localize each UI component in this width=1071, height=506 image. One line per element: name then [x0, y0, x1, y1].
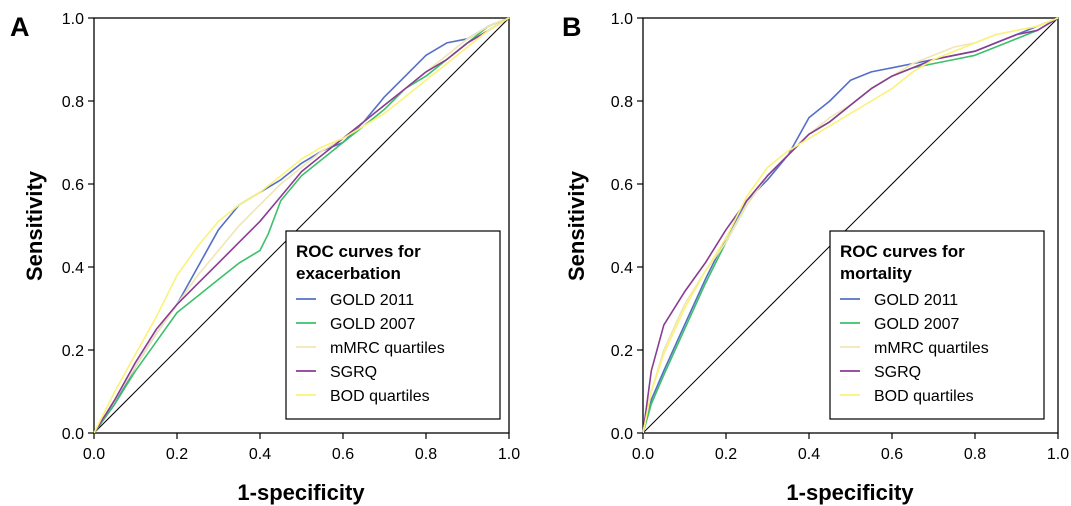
panel-b-y-tick-label: 1.0: [611, 11, 633, 28]
panel-a-x-tick-label: 1.0: [498, 446, 520, 463]
panel-b-legend-label-gold-2007: GOLD 2007: [874, 316, 959, 333]
panel-b-y-tick-label: 0.8: [611, 94, 633, 111]
panel-a-legend-title-line2: exacerbation: [296, 264, 401, 283]
panel-b-legend-label-sgrq: SGRQ: [874, 364, 921, 381]
panel-b-plot-frame: [642, 17, 1059, 434]
panel-a-reference-diagonal: [93, 17, 510, 434]
panel-b-legend-label-mmrc-quartiles: mMRC quartiles: [874, 340, 989, 357]
panel-a-curve-sgrq: [93, 17, 510, 434]
panel-b-x-tick-label: 1.0: [1047, 446, 1069, 463]
panel-a-y-tick-label: 0.4: [62, 260, 84, 277]
panel-a-curve-mmrc-quartiles: [93, 17, 510, 434]
panel-b-x-tick-label: 0.2: [715, 446, 737, 463]
panel-a-x-tick-label: 0.2: [166, 446, 188, 463]
panel-b-label: B: [562, 12, 582, 42]
panel-a-curve-gold-2007: [93, 17, 510, 434]
panel-b-x-axis-title: 1-specificity: [786, 480, 914, 505]
panel-a-x-tick-label: 0.6: [332, 446, 354, 463]
panel-b-x-tick-label: 0.6: [881, 446, 903, 463]
panel-a-x-tick-label: 0.0: [83, 446, 105, 463]
panel-b-y-tick-label: 0.6: [611, 177, 633, 194]
panel-b-roc-curves: [642, 17, 1059, 434]
panel-a-x-tick-label: 0.8: [415, 446, 437, 463]
panel-a-legend-label-bod-quartiles: BOD quartiles: [330, 388, 430, 405]
panel-b-x-tick-label: 0.0: [632, 446, 654, 463]
panel-a: A Sensitivity 1-specificity 0.0 0.2 0.4 0.6…: [10, 11, 520, 505]
panel-b-legend-title-line1: ROC curves for: [840, 242, 965, 261]
panel-b-y-tick-label: 0.4: [611, 260, 633, 277]
panel-a-legend: ROC curves for exacerbation GOLD 2011GOL…: [285, 230, 501, 420]
panel-b-axis-ticks: 0.0 0.2 0.4 0.6 0.8 1.0 0.0 0.2 0.4 0.6 0.8 1.0: [611, 11, 1069, 463]
panel-a-y-tick-label: 0.0: [62, 426, 84, 443]
panel-b-x-tick-label: 0.8: [964, 446, 986, 463]
panel-a-legend-box: [285, 230, 501, 420]
panel-a-y-axis-title: Sensitivity: [22, 170, 47, 281]
panel-b-legend-box: [829, 230, 1045, 420]
panel-a-y-tick-label: 1.0: [62, 11, 84, 28]
panel-a-legend-items: GOLD 2011 GOLD 2007 mMRC quartiles SGRQ BOD …: [296, 292, 445, 405]
panel-a-roc-curves: [93, 17, 510, 434]
panel-a-curve-bod-quartiles: [93, 17, 510, 434]
panel-a-y-tick-label: 0.2: [62, 343, 84, 360]
panel-a-legend-label-gold-2011: GOLD 2011: [330, 292, 414, 309]
panel-b-y-tick-label: 0.2: [611, 343, 633, 360]
panel-b-curve-sgrq: [642, 17, 1059, 434]
panel-b-legend-items: GOLD 2011 GOLD 2007 mMRC quartiles SGRQ BOD …: [840, 292, 989, 405]
panel-a-label: A: [10, 12, 30, 42]
panel-b: B Sensitivity 1-specificity 0.0 0.2 0.4 0.6…: [562, 11, 1069, 505]
panel-a-legend-title-line1: ROC curves for: [296, 242, 421, 261]
panel-b-legend-label-gold-2011: GOLD 2011: [874, 292, 958, 309]
panel-a-x-tick-label: 0.4: [249, 446, 271, 463]
panel-a-plot-frame: [93, 17, 510, 434]
panel-b-reference-diagonal: [642, 17, 1059, 434]
panel-b-y-tick-label: 0.0: [611, 426, 633, 443]
panel-a-y-tick-label: 0.6: [62, 177, 84, 194]
panel-a-legend-label-mmrc-quartiles: mMRC quartiles: [330, 340, 445, 357]
panel-b-legend-title-line2: mortality: [840, 264, 912, 283]
panel-a-axis-ticks: 0.0 0.2 0.4 0.6 0.8 1.0 0.0 0.2 0.4 0.6 0.8 1.0: [62, 11, 520, 463]
panel-b-y-axis-title: Sensitivity: [564, 170, 589, 281]
panel-a-legend-label-sgrq: SGRQ: [330, 364, 377, 381]
panel-a-x-axis-title: 1-specificity: [237, 480, 365, 505]
panel-b-curve-bod-quartiles: [642, 17, 1059, 434]
panel-b-x-tick-label: 0.4: [798, 446, 820, 463]
panel-a-legend-label-gold-2007: GOLD 2007: [330, 316, 415, 333]
panel-b-legend-label-bod-quartiles: BOD quartiles: [874, 388, 974, 405]
panel-a-y-tick-label: 0.8: [62, 94, 84, 111]
